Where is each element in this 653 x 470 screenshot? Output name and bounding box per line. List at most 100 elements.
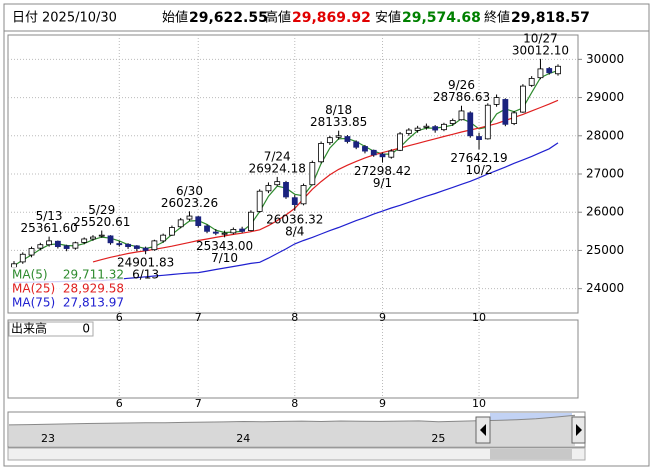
- x-tick-label: 9: [379, 311, 386, 324]
- annotation-value: 27298.42: [354, 164, 411, 178]
- x-tick-label: 6: [116, 397, 123, 410]
- candle-body: [388, 150, 395, 158]
- quote-label: 高値: [265, 10, 291, 26]
- candle-body: [212, 231, 219, 234]
- candle-body: [335, 135, 342, 138]
- candle-body: [449, 120, 456, 124]
- y-tick-label: 25000: [586, 243, 624, 257]
- annotation-date: 6/13: [132, 268, 159, 282]
- candle-body: [195, 216, 202, 226]
- legend-value: 28,929.58: [63, 282, 124, 296]
- legend-box: [9, 267, 124, 309]
- candle-body: [309, 162, 316, 186]
- candle-body: [555, 65, 561, 75]
- annotation-value: 30012.10: [512, 43, 569, 57]
- candle-body: [81, 238, 88, 243]
- annotation-value: 26023.26: [161, 196, 218, 210]
- candle-body: [520, 85, 526, 113]
- candle-body: [318, 143, 324, 163]
- legend-value: 29,711.32: [63, 268, 124, 282]
- annotation-date: 6/30: [176, 184, 203, 198]
- candle-body: [125, 243, 131, 248]
- candle-body: [370, 149, 377, 156]
- candle-body: [528, 78, 535, 86]
- x-tick-label: 6: [116, 311, 123, 324]
- annotation-date: 5/29: [88, 203, 115, 217]
- annotation-date: 7/10: [211, 251, 238, 265]
- quote-value: 29,574.68: [402, 10, 481, 26]
- candle-body: [423, 125, 430, 128]
- date-label: 日付: [12, 11, 38, 26]
- candle-body: [414, 127, 421, 131]
- y-tick-label: 30000: [586, 52, 624, 66]
- candle-body: [291, 197, 298, 205]
- legend-name: MA(5): [12, 268, 48, 282]
- x-tick-label: 7: [195, 311, 202, 324]
- candle-body: [46, 240, 52, 246]
- quote-value: 29,622.55: [189, 10, 268, 26]
- quote-label: 終値: [484, 10, 510, 26]
- candle-body: [19, 253, 26, 263]
- candle-body: [98, 234, 105, 237]
- x-tick-label: 10: [472, 397, 486, 410]
- annotation-date: 7/24: [264, 149, 291, 163]
- quote-label: 安値: [375, 10, 401, 26]
- frame: [3, 3, 650, 467]
- candle-body: [239, 228, 246, 232]
- candle-body: [160, 234, 167, 242]
- x-tick-label: 7: [195, 397, 202, 410]
- legend-value: 27,813.97: [63, 296, 124, 310]
- candle-body: [484, 104, 491, 140]
- candle-body: [326, 137, 333, 144]
- date: 2025/10/30: [42, 11, 117, 26]
- candle-body: [467, 112, 474, 137]
- handle-arrow: [480, 424, 486, 436]
- candle-body: [142, 247, 149, 251]
- quote-label: 始値: [162, 10, 188, 26]
- candle-body: [54, 240, 61, 248]
- annotation-date: 9/1: [373, 176, 392, 190]
- candle-body: [221, 232, 228, 235]
- annotation-date: 8/4: [285, 224, 304, 238]
- scrollbar[interactable]: [7, 447, 586, 461]
- candle-body: [397, 133, 403, 151]
- header-bar: [3, 3, 650, 32]
- annotation-date: 8/18: [325, 103, 352, 117]
- ma-line: [92, 99, 559, 263]
- candle-body: [248, 211, 254, 231]
- navigator-label: 25: [431, 432, 445, 445]
- candle-body: [265, 185, 272, 192]
- candle-body: [230, 229, 237, 234]
- scrollbar-thumb[interactable]: [490, 449, 572, 459]
- candle-body: [405, 129, 412, 134]
- candle-body: [546, 68, 553, 74]
- candle-body: [362, 146, 368, 152]
- candle-body: [133, 245, 140, 249]
- candle-body: [511, 112, 518, 124]
- legend-name: MA(25): [12, 282, 55, 296]
- candle-body: [432, 126, 439, 131]
- candle-body: [90, 236, 96, 240]
- navigator-label: 24: [236, 432, 250, 445]
- candle-body: [283, 182, 289, 198]
- x-tick-label: 8: [291, 311, 298, 324]
- annotation-value: 28133.85: [310, 115, 367, 129]
- x-tick-label: 10: [472, 311, 486, 324]
- candle-body: [441, 123, 447, 131]
- candle-body: [493, 97, 500, 105]
- x-tick-label: 9: [379, 397, 386, 410]
- annotation-value: 28786.63: [433, 90, 490, 104]
- candle-body: [379, 153, 386, 158]
- annotation-value: 27642.19: [450, 151, 507, 165]
- y-tick-label: 26000: [586, 205, 624, 219]
- volume-label: 出来高: [11, 321, 47, 336]
- candle-body: [63, 245, 70, 249]
- candle-body: [169, 227, 175, 236]
- candle-body: [186, 215, 193, 220]
- candle-body: [458, 110, 465, 121]
- candle-body: [37, 244, 44, 249]
- volume-legend: [8, 321, 94, 337]
- candle-body: [116, 243, 123, 246]
